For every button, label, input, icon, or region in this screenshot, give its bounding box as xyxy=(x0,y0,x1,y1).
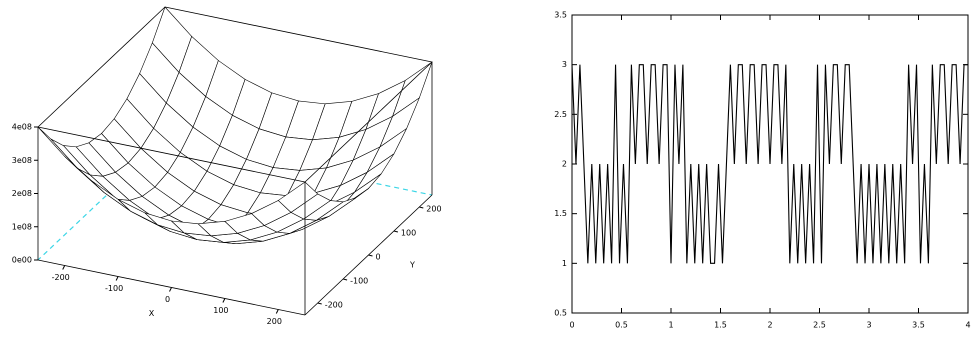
z-tick-label: 2e08 xyxy=(12,189,32,198)
y-tick-label: 2.5 xyxy=(554,110,567,119)
y-tick-label: 1.5 xyxy=(554,209,567,218)
x-tick-label: 200 xyxy=(267,317,282,326)
x-tick-label: -200 xyxy=(52,273,70,282)
y-axis-label: Y xyxy=(409,261,415,270)
y-tick-label: 1 xyxy=(562,259,567,268)
x-tick-label: 0 xyxy=(569,321,574,330)
y-tick xyxy=(317,302,322,305)
surface-cell xyxy=(277,181,319,213)
box-edge xyxy=(164,6,433,63)
y-tick xyxy=(368,254,373,257)
y-tick xyxy=(342,278,348,281)
x-axis-label: X xyxy=(149,309,155,318)
y-tick xyxy=(419,206,424,209)
x-tick-label: 2.5 xyxy=(813,321,826,330)
x-tick xyxy=(169,287,172,292)
x-tick-label: 3 xyxy=(866,321,871,330)
data-line xyxy=(571,64,968,264)
y-tick-label: 100 xyxy=(401,229,416,238)
y-tick-label: 0 xyxy=(376,253,381,262)
y-tick-label: 2 xyxy=(562,160,567,169)
x-tick-label: 3.5 xyxy=(912,321,925,330)
z-tick-label: 0e00 xyxy=(12,256,32,265)
x-tick-label: 1.5 xyxy=(714,321,727,330)
y-tick-label: 200 xyxy=(426,205,441,214)
y-tick-label: -100 xyxy=(350,277,368,286)
x-tick-label: 100 xyxy=(213,306,228,315)
x-tick xyxy=(222,298,226,303)
x-tick-label: 2 xyxy=(767,321,772,330)
y-tick-label: 3 xyxy=(562,60,567,69)
x-tick-label: 1 xyxy=(668,321,673,330)
z-tick-label: 4e08 xyxy=(12,123,32,132)
y-tick xyxy=(393,230,399,233)
box-edge xyxy=(304,61,433,183)
box-edge xyxy=(37,6,166,128)
z-tick-label: 3e08 xyxy=(12,156,32,165)
x-tick-label: 0 xyxy=(165,295,170,304)
y-tick-label: -200 xyxy=(325,301,343,310)
x-tick xyxy=(115,276,119,281)
y-tick-label: 3.5 xyxy=(554,11,567,20)
x-tick xyxy=(62,265,66,270)
y-tick-label: 0.5 xyxy=(554,309,567,318)
z-tick-label: 1e08 xyxy=(12,222,32,231)
x-tick-label: -100 xyxy=(105,284,123,293)
x-tick xyxy=(275,309,279,314)
x-tick-label: 4 xyxy=(965,321,970,330)
box-edge xyxy=(37,126,306,183)
x-tick-label: 0.5 xyxy=(615,321,628,330)
